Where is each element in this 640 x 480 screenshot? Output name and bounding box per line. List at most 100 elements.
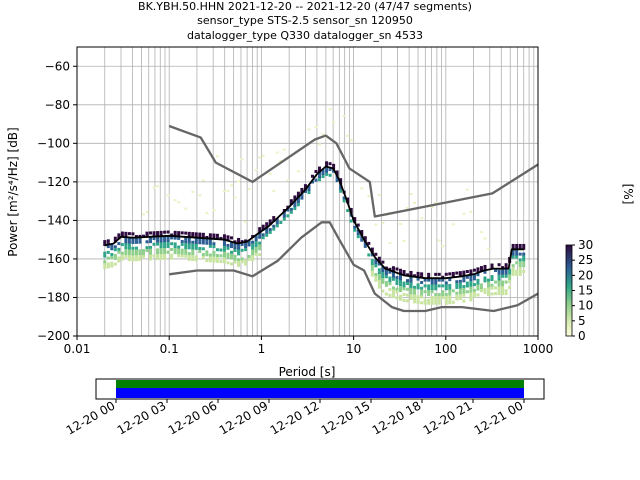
density-cell: [254, 241, 258, 245]
density-cell: [138, 237, 142, 241]
time-tick-label: 12-20 00: [64, 398, 118, 437]
density-cell: [103, 242, 107, 246]
density-cell: [462, 287, 466, 291]
density-cell: [360, 187, 364, 190]
colorbar-label: [%]: [621, 184, 635, 205]
density-cell: [117, 242, 121, 246]
density-cell: [476, 278, 480, 282]
density-cell: [159, 242, 163, 246]
density-cell: [402, 272, 406, 276]
density-cell: [430, 284, 434, 288]
density-cell: [497, 289, 501, 293]
title-line-3: datalogger_type Q330 datalogger_sn 4533: [187, 29, 423, 42]
density-cell: [462, 285, 466, 289]
density-cell: [370, 264, 374, 268]
density-cell: [508, 274, 512, 278]
density-cell: [230, 256, 234, 260]
density-cell: [444, 293, 448, 297]
density-cell: [191, 240, 195, 244]
density-cell: [476, 267, 480, 271]
density-cell: [307, 185, 311, 189]
density-cell: [314, 178, 318, 182]
density-cell: [416, 283, 420, 287]
mode-line: [104, 165, 524, 280]
density-cell: [420, 217, 424, 220]
density-cell: [134, 235, 138, 239]
density-cell: [427, 284, 431, 288]
density-cell: [437, 293, 441, 297]
density-cell: [398, 297, 402, 301]
density-cell: [258, 241, 262, 245]
density-cell: [497, 268, 501, 272]
density-cell: [166, 230, 170, 234]
density-cell: [370, 262, 374, 266]
density-cell: [272, 227, 276, 231]
density-cell: [437, 284, 441, 288]
density-cell: [237, 237, 241, 241]
density-cell: [237, 261, 241, 265]
y-axis-ticks: −60 −80 −100 −120 −140 −160 −180 −200: [37, 59, 77, 343]
density-cell: [430, 281, 434, 285]
density-cell: [240, 248, 244, 252]
density-cell: [265, 233, 269, 237]
density-cell: [289, 199, 293, 203]
density-cell: [360, 238, 364, 242]
density-cell: [251, 246, 255, 250]
density-cell: [251, 255, 255, 259]
density-cell: [170, 247, 174, 251]
density-cell: [208, 241, 212, 245]
density-cell: [384, 275, 388, 279]
density-cell: [173, 248, 177, 252]
density-cell: [279, 160, 283, 163]
density-cell: [159, 233, 163, 237]
density-cell: [159, 236, 163, 240]
density-cell: [409, 285, 413, 289]
density-cell: [388, 276, 392, 280]
density-cell: [138, 255, 142, 259]
density-cell: [508, 277, 512, 281]
density-cell: [198, 247, 202, 251]
density-cell: [483, 264, 487, 268]
density-cell: [261, 236, 265, 240]
density-cell: [465, 284, 469, 288]
density-cell: [377, 268, 381, 272]
density-cell: [159, 245, 163, 249]
density-cell: [318, 143, 322, 146]
density-cell: [409, 279, 413, 283]
density-cell: [483, 267, 487, 271]
density-cell: [434, 201, 438, 204]
density-cell: [483, 279, 487, 283]
density-cell: [310, 180, 314, 184]
density-cell: [258, 244, 262, 248]
density-cell: [170, 256, 174, 260]
density-cell: [187, 231, 191, 235]
density-cell: [353, 228, 357, 232]
density-cell: [420, 275, 424, 279]
time-tick-label: 12-20 18: [370, 398, 424, 437]
density-cell: [388, 270, 392, 274]
density-cell: [384, 292, 388, 296]
density-cell: [402, 293, 406, 297]
density-cell: [177, 248, 181, 252]
density-cell: [402, 287, 406, 291]
density-cell: [487, 287, 491, 291]
density-cell: [458, 291, 462, 295]
density-cell: [173, 230, 177, 234]
density-cell: [381, 277, 385, 281]
density-cell: [201, 247, 205, 251]
density-cell: [177, 201, 181, 204]
density-cell: [300, 193, 304, 197]
density-cell: [497, 274, 501, 278]
density-cell: [406, 293, 410, 297]
density-cell: [177, 236, 181, 240]
density-cell: [201, 232, 205, 236]
density-cell: [501, 268, 505, 272]
density-cell: [124, 240, 128, 244]
density-cell: [430, 295, 434, 299]
density-cell: [515, 252, 519, 256]
density-cell: [444, 284, 448, 288]
density-cell: [296, 170, 300, 173]
density-cell: [487, 290, 491, 294]
time-tick-label: 12-20 21: [421, 398, 475, 437]
density-cell: [208, 253, 212, 257]
